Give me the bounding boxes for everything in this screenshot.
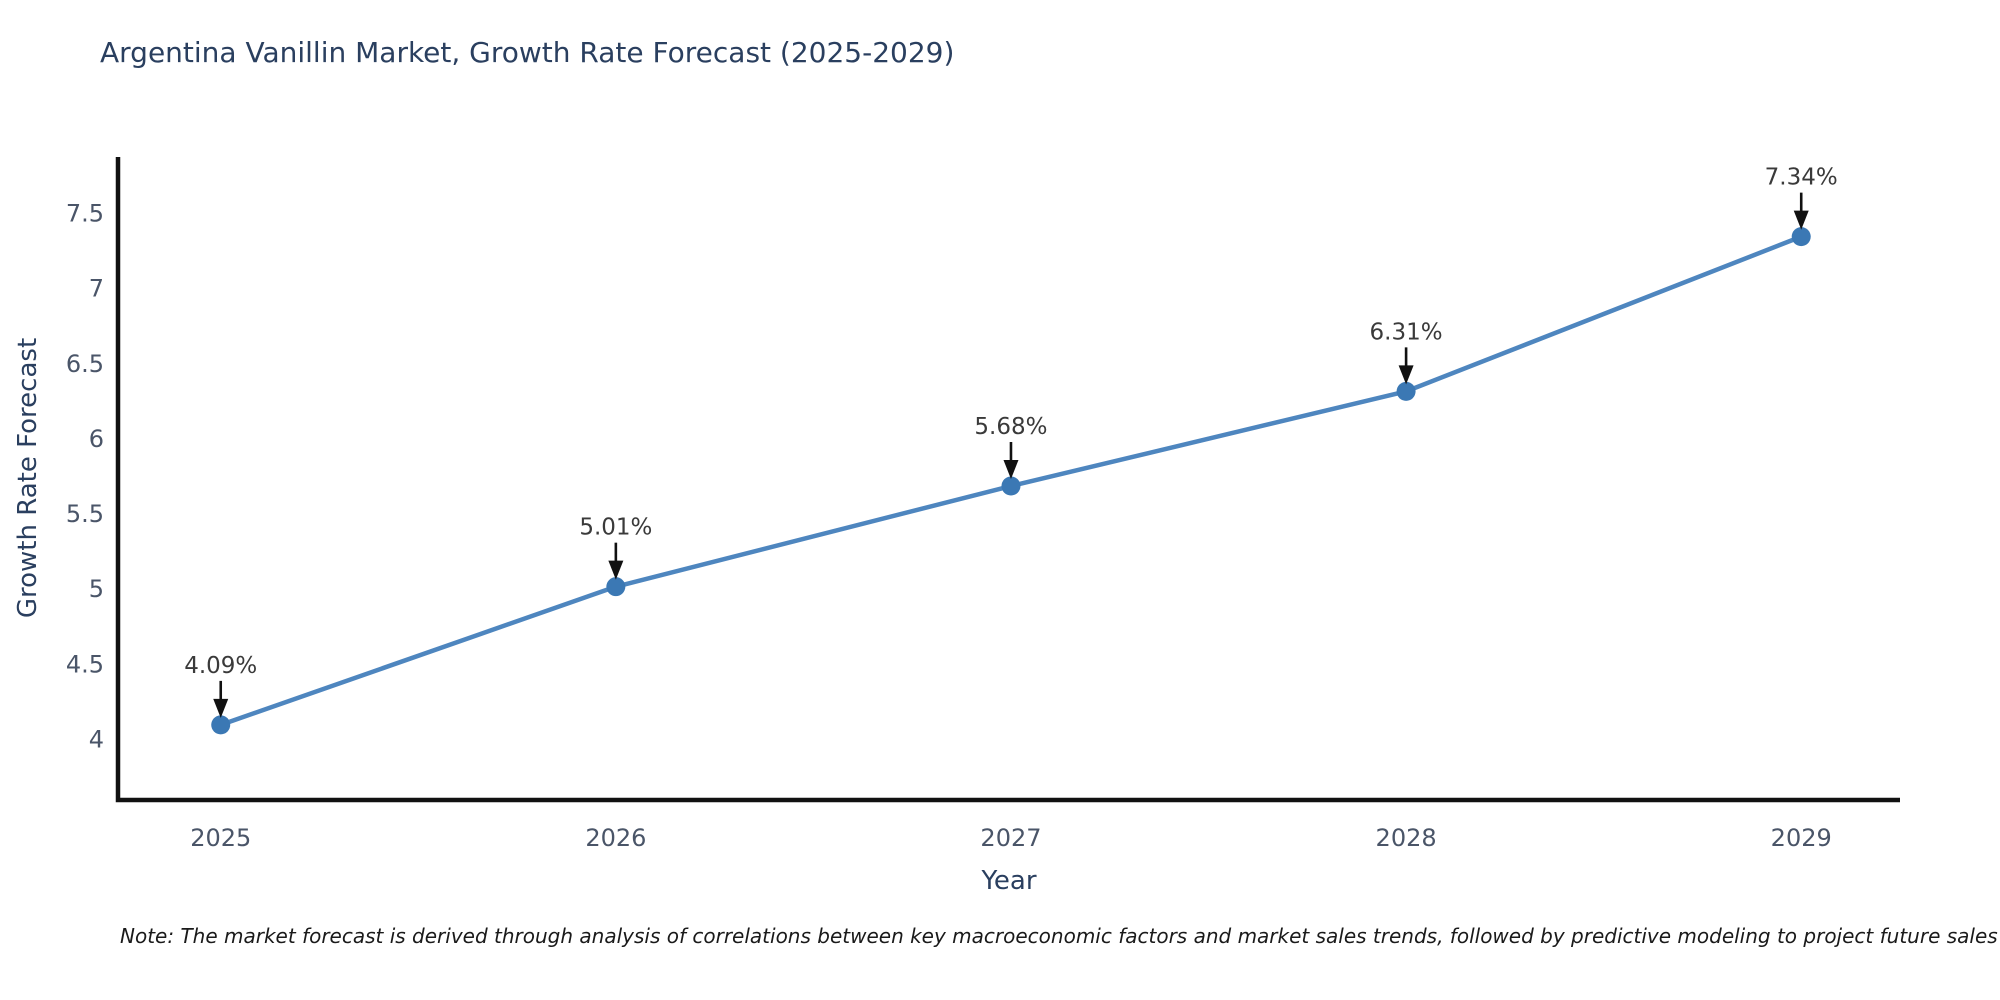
annotation-arrowhead-icon	[1398, 365, 1414, 385]
data-point-marker	[1001, 476, 1021, 496]
y-tick-label: 5	[89, 575, 104, 603]
annotation-arrowhead-icon	[1003, 460, 1019, 480]
x-tick-label: 2026	[585, 824, 646, 852]
y-tick-label: 5.5	[66, 500, 104, 528]
x-tick-label: 2027	[980, 824, 1041, 852]
x-tick-label: 2025	[190, 824, 251, 852]
data-point-marker	[606, 577, 626, 597]
footnote: Note: The market forecast is derived thr…	[120, 924, 1998, 948]
y-tick-label: 4	[89, 725, 104, 753]
chart-title: Argentina Vanillin Market, Growth Rate F…	[100, 36, 955, 69]
point-value-label: 5.01%	[579, 515, 652, 541]
y-tick-label: 7.5	[66, 200, 104, 228]
point-value-label: 4.09%	[184, 653, 257, 679]
annotation-arrowhead-icon	[213, 698, 229, 718]
data-point-marker	[1791, 227, 1811, 247]
point-value-label: 5.68%	[974, 414, 1047, 440]
annotation-arrowhead-icon	[608, 560, 624, 580]
annotation-arrowhead-icon	[1793, 210, 1809, 230]
axis-lines	[115, 157, 1900, 803]
data-point-marker	[211, 715, 231, 735]
x-axis-title: Year	[981, 866, 1037, 896]
y-tick-label: 6	[89, 425, 104, 453]
point-value-label: 7.34%	[1765, 165, 1838, 191]
y-tick-label: 4.5	[66, 650, 104, 678]
x-tick-label: 2028	[1376, 824, 1437, 852]
y-tick-label: 6.5	[66, 350, 104, 378]
y-tick-label: 7	[89, 275, 104, 303]
data-point-marker	[1396, 381, 1416, 401]
x-tick-label: 2029	[1771, 824, 1832, 852]
point-value-label: 6.31%	[1370, 319, 1443, 345]
